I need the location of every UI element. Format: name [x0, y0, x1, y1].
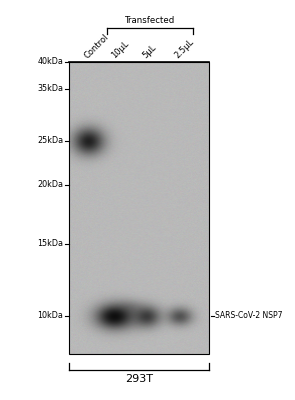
Text: 35kDa: 35kDa: [37, 84, 63, 93]
Text: SARS-CoV-2 NSP7: SARS-CoV-2 NSP7: [215, 312, 283, 320]
Text: 40kDa: 40kDa: [37, 58, 63, 66]
Text: Control: Control: [82, 32, 110, 60]
Text: 293T: 293T: [126, 374, 153, 384]
Text: 2.5μL: 2.5μL: [173, 37, 195, 60]
Text: 15kDa: 15kDa: [37, 240, 63, 248]
Text: Transfected: Transfected: [125, 16, 175, 25]
Text: 25kDa: 25kDa: [37, 136, 63, 145]
Text: 5μL: 5μL: [141, 43, 158, 60]
Bar: [69, 62, 209, 354]
Text: 20kDa: 20kDa: [37, 180, 63, 189]
Text: 10μL: 10μL: [110, 39, 131, 60]
Text: 10kDa: 10kDa: [37, 312, 63, 320]
